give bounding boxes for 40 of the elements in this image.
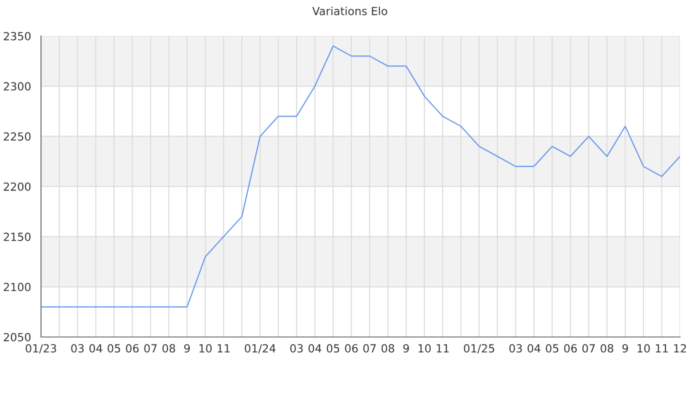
- x-tick-label: 01/24: [244, 344, 276, 354]
- y-tick-label: 2250: [4, 132, 31, 141]
- y-tick-label: 2350: [4, 32, 31, 40]
- x-tick-label: 01/25: [464, 344, 494, 354]
- x-tick-label: 08: [382, 344, 394, 353]
- y-tick-label: 2050: [4, 332, 31, 342]
- x-tick-label: 10: [418, 344, 431, 353]
- x-tick-label: 08: [600, 344, 614, 353]
- x-tick-label: 9: [403, 344, 409, 353]
- y-tick-label: 2150: [4, 232, 31, 242]
- x-tick-label: 03: [290, 344, 303, 353]
- x-tick-label: 05: [108, 344, 120, 353]
- x-tick-label: 05: [546, 344, 558, 353]
- x-tick-label: 07: [363, 344, 376, 353]
- x-tick-label: 06: [126, 344, 139, 353]
- x-tick-label: 07: [582, 344, 595, 353]
- x-tick-label: 11: [436, 344, 449, 352]
- chart-title: Variations Elo: [312, 6, 388, 16]
- x-tick-label: 06: [564, 344, 577, 353]
- x-tick-label: 03: [509, 344, 522, 353]
- x-tick-label: 11: [218, 344, 230, 352]
- x-tick-label: 12: [674, 344, 686, 352]
- x-tick-label: 04: [89, 344, 102, 353]
- x-tick-label: 05: [326, 344, 340, 353]
- y-tick-label: 2300: [4, 82, 31, 91]
- x-tick-label: 10: [199, 344, 212, 353]
- y-tick-label: 2100: [4, 282, 31, 292]
- x-tick-label: 10: [638, 344, 650, 353]
- x-tick-label: 01/23: [26, 344, 56, 354]
- line-series: [41, 45, 680, 308]
- x-tick-label: 9: [184, 344, 190, 353]
- x-tick-label: 04: [528, 344, 540, 353]
- x-tick-label: 07: [144, 344, 157, 353]
- x-tick-label: 11: [656, 344, 668, 352]
- x-tick-label: 9: [622, 344, 628, 353]
- x-tick-label: 08: [162, 344, 176, 353]
- x-tick-label: 06: [345, 344, 358, 353]
- x-tick-label: 03: [71, 344, 84, 353]
- y-tick-label: 2200: [4, 182, 31, 191]
- x-tick-label: 04: [308, 344, 322, 353]
